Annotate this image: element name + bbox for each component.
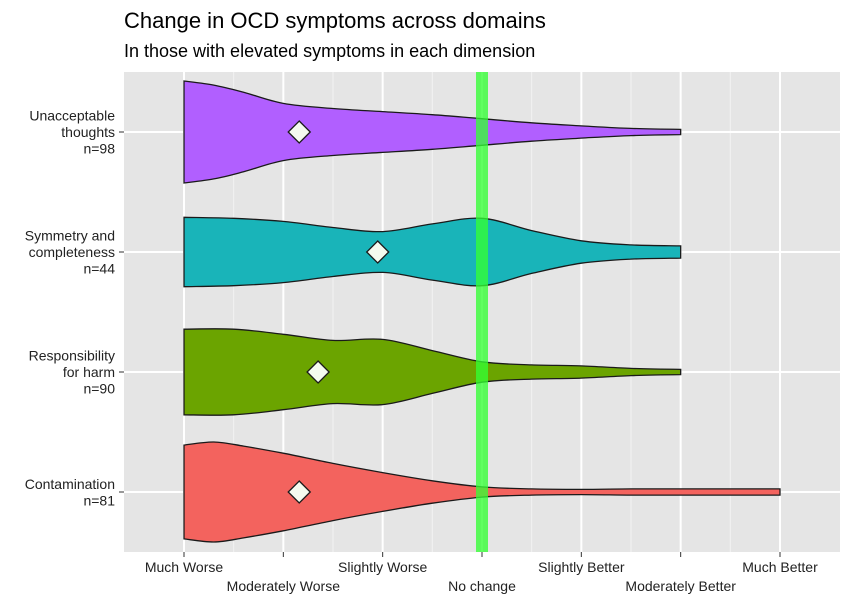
x-tick-label: No change (448, 578, 516, 594)
y-tick-label: n=44 (83, 261, 115, 277)
mean-diamond (365, 240, 390, 264)
violin-shape (183, 80, 682, 184)
y-tick-label: Responsibility (29, 348, 115, 364)
y-tick-label: Unacceptable (29, 108, 115, 124)
no-change-line-group (476, 72, 488, 552)
mean-markers (287, 120, 390, 504)
chart-title: Change in OCD symptoms across domains (124, 8, 546, 33)
no-change-line (476, 72, 488, 552)
y-tick-label: n=98 (83, 141, 115, 157)
y-tick-label: Contamination (25, 476, 115, 492)
mean-diamond (306, 360, 331, 384)
x-tick-label: Slightly Better (538, 559, 625, 575)
mean-diamond (287, 120, 312, 144)
y-tick-label: n=90 (83, 381, 115, 397)
x-tick-label: Much Better (742, 559, 818, 575)
violin-shape (183, 216, 682, 288)
y-tick-label: n=81 (83, 492, 115, 508)
x-tick-label: Moderately Worse (227, 578, 341, 594)
x-tick-label: Slightly Worse (338, 559, 427, 575)
y-tick-label: for harm (63, 364, 115, 380)
x-tick-label: Much Worse (145, 559, 224, 575)
y-tick-label: thoughts (61, 124, 115, 140)
mean-diamond (287, 480, 312, 504)
y-tick-label: Symmetry and (25, 228, 115, 244)
y-tick-label: completeness (29, 244, 115, 260)
violin-shape (183, 328, 682, 416)
x-tick-label: Moderately Better (625, 578, 736, 594)
chart-subtitle: In those with elevated symptoms in each … (124, 41, 535, 61)
